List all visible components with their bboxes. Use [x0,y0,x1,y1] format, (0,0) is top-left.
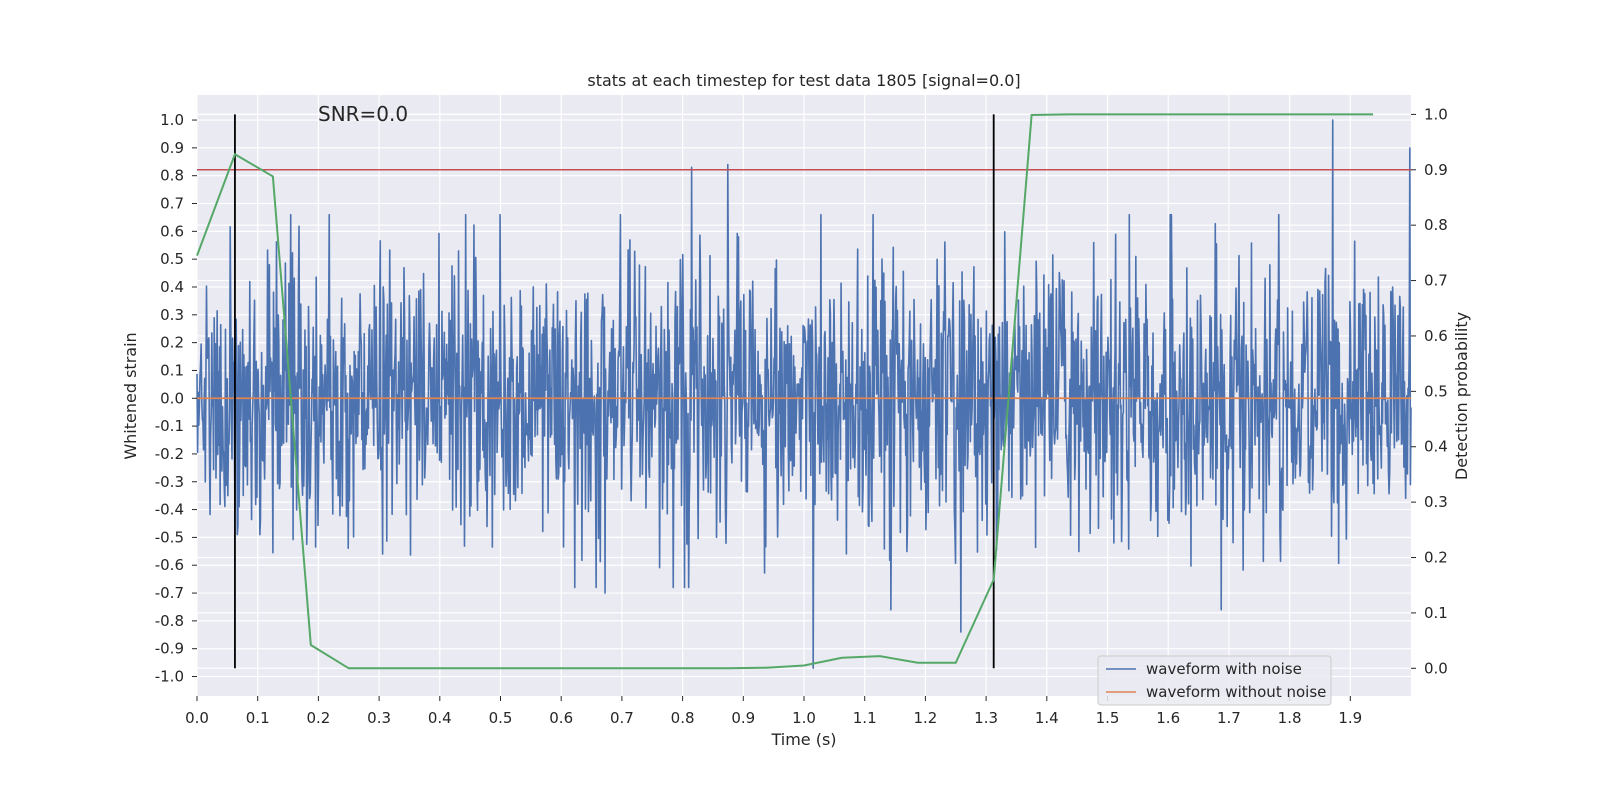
x-tick-label: 1.6 [1156,709,1180,727]
y-tick-label-left: -0.7 [155,584,184,602]
legend-label-noise: waveform with noise [1146,660,1302,678]
data-series [196,113,1412,670]
y-tick-label-left: 0.8 [160,167,184,185]
y-tick-label-right: 0.7 [1424,272,1448,290]
x-tick-label: 0.8 [671,709,695,727]
x-tick-label: 1.1 [853,709,877,727]
x-axis-label: Time (s) [770,730,836,749]
y-tick-label-left: -0.3 [155,473,184,491]
x-tick-label: 0.2 [306,709,330,727]
x-tick-label: 0.7 [610,709,634,727]
x-tick-label: 1.7 [1217,709,1241,727]
y-tick-label-left: 1.0 [160,111,184,129]
x-tick-label: 0.3 [367,709,391,727]
legend-box [1097,655,1332,706]
y-tick-label-right: 0.0 [1424,659,1448,677]
y-tick-label-left: 0.2 [160,334,184,352]
chart-title: stats at each timestep for test data 180… [587,71,1020,90]
x-tick-label: 0.9 [731,709,755,727]
y-tick-label-right: 0.2 [1424,549,1448,567]
x-tick-label: 1.3 [974,709,998,727]
y-tick-label-right: 0.9 [1424,161,1448,179]
snr-annotation: SNR=0.0 [318,102,408,126]
y-tick-label-right: 0.3 [1424,493,1448,511]
x-tick-label: 0.6 [549,709,573,727]
y-tick-label-right: 0.8 [1424,216,1448,234]
y-tick-label-left: -1.0 [155,668,184,686]
y-tick-label-left: 0.4 [160,278,184,296]
y-tick-label-left: 0.7 [160,195,184,213]
axis-ticks: 0.0 0.1 0.2 0.3 0.4 0.5 0.6 0.7 0.8 0.9 1.0 1.1 1.2 1… [155,105,1448,727]
y-axis-label-left: Whitened strain [121,332,140,459]
y-tick-label-right: 1.0 [1424,105,1448,123]
y-tick-label-left: -0.9 [155,640,184,658]
y-tick-label-left: -0.2 [155,445,184,463]
x-tick-label: 0.4 [428,709,452,727]
y-tick-label-right: 0.6 [1424,327,1448,345]
series-detection-probability [196,113,1374,670]
y-tick-label-left: 0.5 [160,250,184,268]
y-tick-label-left: 0.6 [160,222,184,240]
y-tick-label-left: 0.0 [160,389,184,407]
y-tick-label-left: 0.3 [160,306,184,324]
x-tick-label: 0.1 [246,709,270,727]
y-tick-label-left: -0.6 [155,556,184,574]
x-tick-label: 1.4 [1035,709,1059,727]
x-tick-label: 0.0 [185,709,209,727]
y-tick-label-right: 0.5 [1424,382,1448,400]
series-waveform-with-noise [196,119,1412,669]
legend-label-clean: waveform without noise [1146,683,1326,701]
y-axis-label-right: Detection probability [1452,312,1471,480]
y-tick-label-right: 0.1 [1424,604,1448,622]
x-tick-label: 1.5 [1096,709,1120,727]
legend: waveform with noise waveform without noi… [1097,655,1332,706]
x-tick-label: 1.8 [1278,709,1302,727]
y-tick-label-left: -0.1 [155,417,184,435]
y-tick-label-left: 0.9 [160,139,184,157]
y-tick-label-left: -0.8 [155,612,184,630]
x-tick-label: 1.0 [792,709,816,727]
y-tick-label-left: -0.4 [155,501,184,519]
x-tick-label: 1.2 [913,709,937,727]
y-tick-label-right: 0.4 [1424,438,1448,456]
y-tick-label-left: 0.1 [160,361,184,379]
y-tick-label-left: -0.5 [155,528,184,546]
x-tick-label: 0.5 [489,709,513,727]
x-tick-label: 1.9 [1338,709,1362,727]
